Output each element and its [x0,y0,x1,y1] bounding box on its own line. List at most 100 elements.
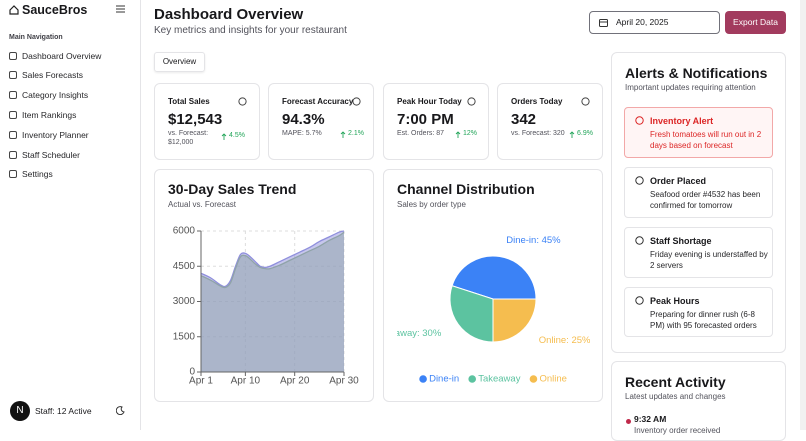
legend-swatch [468,375,476,383]
date-picker[interactable]: April 20, 2025 [589,11,720,34]
legend-label: Dine-in [429,374,459,385]
nav-item[interactable]: Inventory Planner [22,130,89,140]
icon-shape [635,296,644,305]
arrow-shape [221,133,227,140]
kpi-title: Total Sales [168,97,210,106]
alerts-card: Alerts & Notifications Important updates… [611,52,786,353]
area-fill [201,232,344,372]
nav-item[interactable]: Sales Forecasts [22,70,83,80]
x-tick-label: Apr 1 [189,376,213,387]
kpi-change: 6.9% [577,130,593,137]
legend-swatch [529,375,538,383]
icon-shape [635,176,644,185]
menu-button[interactable] [116,5,125,13]
alert-item: Staff Shortage Friday evening is understa… [624,227,773,278]
y-tick-label: 6000 [173,226,196,237]
nav-icon [9,91,17,99]
slice-label: Takeaway: 30% [397,328,442,339]
kpi-card: Forecast Accuracy 94.3% MAPE: 5.7% 2.1% [268,83,374,160]
legend: Dine-in Takeaway Online [419,374,567,385]
alert-title: Order Placed [650,176,707,186]
nav-icon [9,151,17,159]
legend-label: Online [539,374,566,385]
activity-time: 9:32 AM [634,414,667,424]
alerts-subtitle: Important updates requiring attention [625,83,756,92]
alert-item: Order Placed Seafood order #4532 has been… [624,167,773,218]
arrow-shape [455,131,461,138]
nav-item[interactable]: Item Rankings [22,110,77,120]
pie-slice [451,255,537,300]
kpi-value: 342 [511,111,537,128]
activity-dot [626,419,631,424]
kpi-change: 4.5% [229,132,245,139]
chart-subtitle: Sales by order type [397,200,466,209]
icon-shape [352,97,361,106]
kpi-sub: vs. Forecast: $12,000 [168,130,209,146]
arrow-shape [569,131,575,138]
kpi-value: 94.3% [282,111,325,128]
chart-subtitle: Actual vs. Forecast [168,200,237,209]
kpi-change: 12% [463,130,478,137]
activity-card: Recent Activity Latest updates and chang… [611,361,786,441]
kpi-sub: vs. Forecast: 320 [511,130,565,137]
activity-text: Inventory order received [634,426,721,435]
kpi-value: $12,543 [168,111,223,128]
avatar[interactable]: N [10,401,30,421]
nav-item[interactable]: Dashboard Overview [22,51,102,61]
alert-text: Fresh tomatoes will run out in 2 days ba… [650,130,762,150]
nav-icon [9,170,17,178]
sidebar: SauceBros Main Navigation Dashboard Over… [0,0,141,430]
activity-title: Recent Activity [625,374,726,390]
channel-card: Channel Distribution Sales by order type… [383,169,603,402]
arrow-shape [340,131,346,138]
alert-title: Inventory Alert [650,116,714,126]
alert-item: Inventory Alert Fresh tomatoes will run o… [624,107,773,158]
scrollbar[interactable] [800,0,806,430]
kpi-sub: Est. Orders: 87 [397,130,445,137]
icon-shape [635,236,644,245]
export-button[interactable]: Export Data [725,11,786,34]
legend-swatch [419,375,427,383]
nav-item[interactable]: Staff Scheduler [22,150,80,160]
nav-icon [9,111,17,119]
icon-shape [467,97,476,106]
y-tick-label: 3000 [173,296,196,307]
nav-item[interactable]: Category Insights [22,90,89,100]
alert-text: Preparing for dinner rush (6-8 PM) with … [650,310,757,330]
kpi-icon [467,97,476,106]
kpi-card: Peak Hour Today 7:00 PM Est. Orders: 87 12% [383,83,489,160]
alert-icon [635,296,644,305]
area-line [200,230,345,288]
y-tick-label: 0 [189,367,195,378]
icon-shape [635,116,644,125]
alert-icon [635,116,644,125]
chart-title: 30-Day Sales Trend [168,181,297,197]
tab[interactable]: Overview [154,52,205,72]
nav-item[interactable]: Settings [22,169,53,179]
icon-shape [581,97,590,106]
up-arrow [569,131,575,138]
chart-title: Channel Distribution [397,181,535,197]
alert-title: Peak Hours [650,296,700,306]
icon-shape [238,97,247,106]
kpi-sub: MAPE: 5.7% [282,130,322,137]
alert-item: Peak Hours Preparing for dinner rush (6-8… [624,287,773,337]
pie-slice [449,285,494,343]
x-tick-label: Apr 30 [329,376,359,387]
nav-icon [9,52,17,60]
brand: SauceBros [22,3,88,17]
theme-toggle[interactable] [116,406,125,415]
x-tick-label: Apr 20 [280,376,310,387]
pie-chart: Dine-in: 45% Takeaway: 30% Online: 25% Dine… [397,235,590,385]
staff-status: Staff: 12 Active [35,406,92,416]
kpi-icon [581,97,590,106]
kpi-card: Orders Today 342 vs. Forecast: 320 6.9% [497,83,603,160]
alert-text: Friday evening is understaffed by 2 serv… [650,250,768,270]
slice-label: Online: 25% [539,335,590,346]
kpi-icon [352,97,361,106]
slice-label: Dine-in: 45% [506,235,561,246]
calendar-icon [599,19,608,27]
sales-trend-card: 30-Day Sales Trend Actual vs. Forecast 0… [154,169,374,402]
y-tick-label: 1500 [173,331,196,342]
